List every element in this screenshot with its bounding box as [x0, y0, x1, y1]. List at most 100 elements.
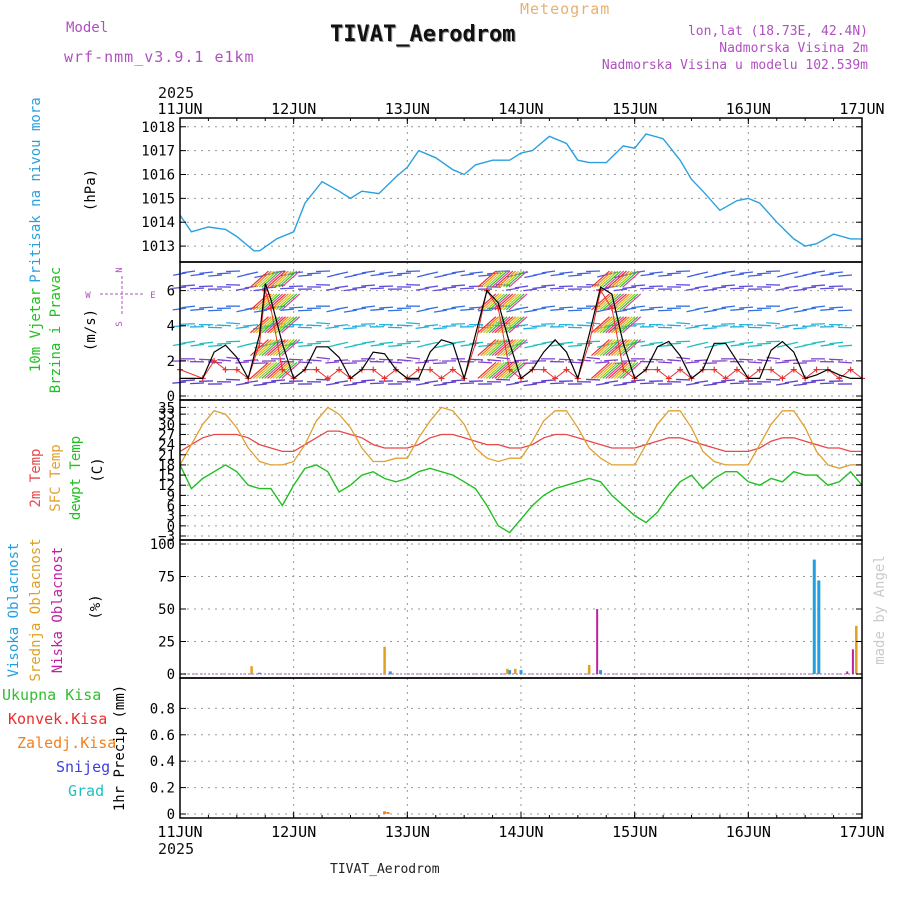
wind-arrow	[370, 287, 385, 290]
wind-arrow-strong	[491, 361, 511, 379]
low-cloud-bar	[596, 609, 599, 674]
wind-arrow	[541, 379, 556, 382]
wind-arrow	[307, 342, 322, 345]
wind-arrow	[397, 359, 412, 362]
y-tick-label: 9	[167, 488, 175, 504]
gust-marker	[733, 366, 740, 373]
wind-arrow	[370, 273, 385, 277]
wind-arrow	[550, 273, 565, 277]
tick-labels: 1013101410151016101710180246−30369121518…	[2, 97, 888, 841]
gust-marker	[768, 366, 775, 373]
wind-arrow	[784, 324, 799, 327]
wind-arrow	[334, 285, 349, 289]
wind-arrow	[181, 379, 196, 382]
wind-arrow-strong	[491, 293, 511, 311]
wind-arrow	[460, 273, 475, 277]
y-tick-label: 6	[167, 284, 175, 300]
y-tick-label: 0.4	[150, 754, 175, 770]
wind-arrow	[757, 324, 772, 327]
wind-arrow	[766, 322, 781, 325]
wind-arrow-strong	[622, 316, 642, 334]
wind-arrow	[721, 284, 736, 287]
wind-arrow-strong	[605, 361, 625, 379]
precip-bar	[383, 811, 387, 814]
wind-arrow	[703, 327, 718, 330]
wind-arrow-strong	[264, 270, 284, 288]
wind-arrow	[568, 274, 583, 277]
wind-arrow-strong	[505, 339, 525, 357]
wind-arrow	[703, 383, 718, 387]
wind-arrow	[775, 287, 790, 291]
wind-arrow	[577, 324, 592, 327]
wind-arrow	[694, 359, 709, 362]
y-tick-label: 15	[158, 468, 175, 484]
y-tick-label: 0.2	[150, 781, 175, 797]
wind-arrow-strong	[593, 339, 613, 357]
high-cloud-bar	[508, 670, 512, 674]
wind-arrow-strong	[494, 270, 514, 288]
wind-arrow	[316, 322, 331, 325]
wind-arrow	[829, 306, 844, 309]
x-tick-label-bottom: 16JUN	[726, 823, 771, 841]
wind-arrow-strong	[622, 293, 642, 311]
wind-arrow	[739, 358, 754, 361]
wind-arrow	[784, 359, 799, 362]
wind-arrow	[343, 288, 358, 292]
wind-arrow	[695, 271, 709, 276]
cloud-axis-unit: (%)	[88, 594, 104, 619]
wind-arrow	[433, 309, 448, 313]
wind-arrow	[424, 380, 439, 384]
wind-arrow	[388, 344, 403, 348]
wind-arrow-strong	[258, 270, 278, 288]
wind-arrow-strong	[613, 339, 633, 357]
wind-arrow-strong	[500, 293, 519, 311]
wind-arrow	[595, 361, 610, 364]
wind-arrow-strong	[483, 270, 502, 288]
wind-arrow	[605, 341, 619, 346]
wind-arrow-strong	[278, 316, 298, 334]
wind-arrow-strong	[497, 361, 517, 379]
wind-arrow-strong	[491, 270, 511, 288]
wind-arrow	[370, 343, 385, 347]
x-tick-label-bottom: 11JUN	[157, 823, 202, 841]
wind-arrow-strong	[599, 361, 619, 379]
wind-arrow	[460, 382, 475, 385]
wind-arrow	[217, 272, 232, 275]
panel-frames	[179, 117, 863, 819]
wind-arrow	[280, 308, 295, 311]
wind-arrow	[478, 361, 493, 364]
wind-arrow-strong	[596, 339, 616, 357]
wind-arrow-strong	[605, 293, 625, 311]
wind-arrow	[379, 271, 394, 275]
gust-marker	[381, 375, 388, 382]
x-tick-label-top: 13JUN	[385, 100, 430, 118]
wind-arrow	[469, 271, 484, 275]
wind-arrow	[406, 322, 421, 325]
wind-arrow	[793, 309, 808, 313]
wind-arrow	[550, 287, 565, 290]
wind-arrow	[397, 324, 412, 327]
wind-arrow	[415, 361, 430, 364]
y-tick-label: 21	[158, 448, 175, 464]
year-label-top: 2025	[158, 84, 195, 102]
wind-arrow-strong	[477, 316, 497, 334]
wind-arrow	[487, 359, 502, 362]
wind-arrow-strong	[497, 316, 517, 334]
wind-axis-title: 10m Vjetar	[28, 288, 44, 372]
wind-arrow-strong	[258, 316, 278, 334]
wind-arrow	[730, 273, 745, 277]
gust-marker	[711, 366, 718, 373]
y-tick-label: 25	[158, 635, 175, 651]
wind-arrow-strong	[278, 361, 298, 379]
wind-arrow	[568, 309, 583, 312]
wind-arrow	[721, 305, 736, 309]
wind-arrow	[757, 272, 772, 275]
wind-arrow	[541, 270, 556, 274]
wind-arrow	[802, 307, 817, 311]
wind-arrow	[353, 272, 367, 276]
wind-arrow	[334, 380, 349, 384]
wind-arrow	[425, 271, 439, 276]
gust-marker	[836, 375, 843, 382]
wind-arrow-strong	[602, 270, 622, 288]
wind-speed-line	[180, 283, 862, 381]
